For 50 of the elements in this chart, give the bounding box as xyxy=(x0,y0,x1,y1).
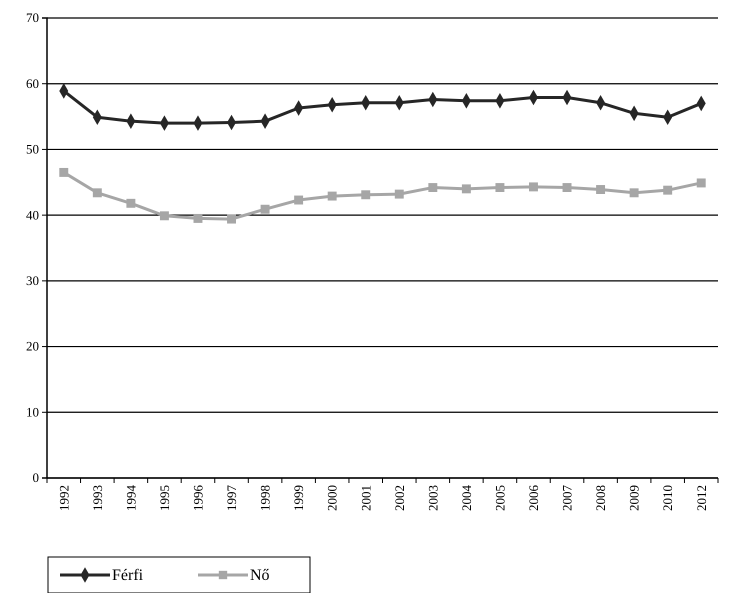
point xyxy=(428,183,438,192)
x-tick-label: 1999 xyxy=(291,485,306,511)
point xyxy=(92,188,102,198)
legend-label: Nő xyxy=(250,567,270,584)
point xyxy=(126,198,136,208)
x-tick-label: 2004 xyxy=(458,484,474,511)
x-tick-label: 2005 xyxy=(492,485,508,511)
x-tick-label: 2000 xyxy=(324,485,340,511)
x-tick-label: 2012 xyxy=(694,485,709,511)
point xyxy=(194,214,202,223)
point xyxy=(160,211,169,220)
x-tick-label: 2007 xyxy=(560,484,575,511)
point xyxy=(562,183,572,192)
x-tick-label: 2006 xyxy=(526,484,542,511)
x-tick-label: 2008 xyxy=(593,485,608,511)
point xyxy=(328,192,337,201)
y-tick-label: 0 xyxy=(32,470,39,486)
x-tick-label: 1998 xyxy=(258,485,273,511)
x-tick-label: 1996 xyxy=(190,484,206,511)
y-tick-label: 50 xyxy=(26,142,39,157)
point xyxy=(663,186,672,195)
y-tick-label: 20 xyxy=(26,338,39,354)
point xyxy=(596,185,606,194)
x-tick-label: 1995 xyxy=(156,485,172,511)
point xyxy=(630,188,639,198)
x-tick-label: 2009 xyxy=(626,485,642,511)
legend-label: Férfi xyxy=(112,567,144,584)
point xyxy=(529,182,538,192)
point xyxy=(462,184,471,194)
point xyxy=(227,214,236,224)
y-tick-label: 10 xyxy=(26,404,39,420)
point xyxy=(495,183,504,192)
point xyxy=(294,196,304,204)
y-tick-label: 40 xyxy=(26,207,39,222)
x-tick-label: 1997 xyxy=(224,484,240,511)
x-tick-label: 2003 xyxy=(425,485,440,511)
point xyxy=(260,204,270,214)
x-tick-label: 2001 xyxy=(358,485,374,511)
x-tick-label: 1994 xyxy=(123,484,138,511)
point xyxy=(361,190,370,200)
y-tick-label: 70 xyxy=(26,10,39,26)
y-tick-label: 60 xyxy=(26,76,39,91)
x-tick-label: 2010 xyxy=(660,485,676,511)
x-tick-label: 2002 xyxy=(392,485,407,511)
point xyxy=(696,178,706,188)
x-tick-label: 1993 xyxy=(90,485,105,511)
y-tick-label: 30 xyxy=(26,273,39,288)
point xyxy=(59,168,68,177)
x-tick-label: 1992 xyxy=(56,485,72,511)
point xyxy=(394,190,404,199)
